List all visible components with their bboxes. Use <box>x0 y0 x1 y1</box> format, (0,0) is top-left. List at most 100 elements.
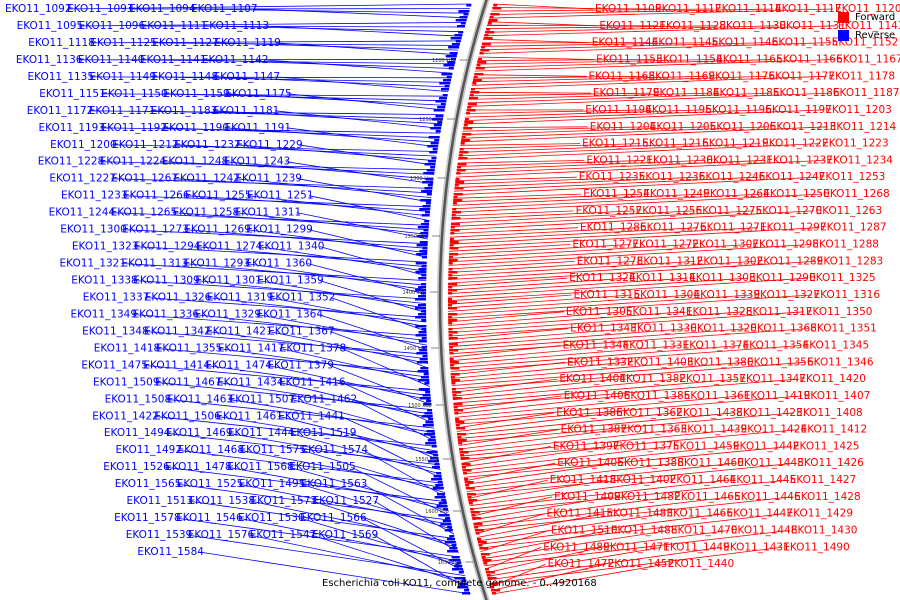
forward-gene-label[interactable]: EKO11_1375 <box>613 440 680 452</box>
reverse-gene-label[interactable]: EKO11_1441 <box>278 410 345 422</box>
reverse-gene-label[interactable]: EKO11_1094 <box>129 3 196 15</box>
forward-gene-label[interactable]: EKO11_1324 <box>569 272 636 284</box>
reverse-gene-label[interactable]: EKO11_1255 <box>185 190 252 202</box>
forward-gene-label[interactable]: EKO11_1307 <box>692 239 759 251</box>
forward-gene-label[interactable]: EKO11_1330 <box>630 323 697 335</box>
forward-gene-label[interactable]: EKO11_1440 <box>668 558 735 570</box>
forward-gene-label[interactable]: EKO11_1408 <box>796 407 863 419</box>
forward-gene-label[interactable]: EKO11_1250 <box>763 188 830 200</box>
reverse-gene-label[interactable]: EKO11_1506 <box>154 410 221 422</box>
reverse-gene-label[interactable]: EKO11_1150 <box>101 88 168 100</box>
reverse-gene-label[interactable]: EKO11_1273 <box>122 224 189 236</box>
reverse-gene-label[interactable]: EKO11_1546 <box>176 512 243 524</box>
forward-gene-label[interactable]: EKO11_1249 <box>643 188 710 200</box>
reverse-gene-label[interactable]: EKO11_1171 <box>89 105 156 117</box>
reverse-gene-label[interactable]: EKO11_1513 <box>127 495 194 507</box>
forward-gene-label[interactable]: EKO11_1195 <box>645 104 712 116</box>
reverse-gene-label[interactable]: EKO11_1349 <box>71 309 138 321</box>
reverse-gene-label[interactable]: EKO11_1119 <box>214 37 281 49</box>
forward-gene-label[interactable]: EKO11_1356 <box>747 356 814 368</box>
forward-gene-label[interactable]: EKO11_1361 <box>684 390 751 402</box>
forward-gene-label[interactable]: EKO11_1351 <box>810 323 877 335</box>
reverse-gene-label[interactable]: EKO11_1359 <box>257 275 324 287</box>
reverse-gene-label[interactable]: EKO11_1113 <box>203 20 270 32</box>
forward-gene-label[interactable]: EKO11_1317 <box>746 306 813 318</box>
forward-gene-label[interactable]: EKO11_1216 <box>642 138 709 150</box>
forward-gene-label[interactable]: EKO11_1341 <box>626 306 693 318</box>
forward-gene-label[interactable]: EKO11_1362 <box>616 407 683 419</box>
reverse-gene-label[interactable]: EKO11_1300 <box>60 224 127 236</box>
forward-gene-label[interactable]: EKO11_1187 <box>833 87 900 99</box>
reverse-gene-label[interactable]: EKO11_1224 <box>100 156 167 168</box>
forward-gene-label[interactable]: EKO11_1297 <box>760 222 827 234</box>
forward-gene-label[interactable]: EKO11_1343 <box>570 323 637 335</box>
forward-gene-label[interactable]: EKO11_1405 <box>557 457 624 469</box>
reverse-gene-label[interactable]: EKO11_1519 <box>290 427 357 439</box>
forward-gene-label[interactable]: EKO11_1347 <box>739 373 806 385</box>
forward-gene-label[interactable]: EKO11_1145 <box>652 37 719 49</box>
forward-gene-label[interactable]: EKO11_1429 <box>787 508 854 520</box>
reverse-gene-label[interactable]: EKO11_1539 <box>126 529 193 541</box>
forward-gene-label[interactable]: EKO11_1442 <box>733 440 800 452</box>
forward-gene-label[interactable]: EKO11_1339 <box>694 289 761 301</box>
forward-gene-label[interactable]: EKO11_1332 <box>567 356 634 368</box>
forward-gene-label[interactable]: EKO11_1185 <box>713 87 780 99</box>
forward-gene-label[interactable]: EKO11_1464 <box>670 474 737 486</box>
forward-gene-label[interactable]: EKO11_1247 <box>759 171 826 183</box>
reverse-gene-label[interactable]: EKO11_1266 <box>123 190 190 202</box>
forward-gene-label[interactable]: EKO11_1344 <box>563 340 630 352</box>
forward-gene-label[interactable]: EKO11_1312 <box>637 255 704 267</box>
reverse-gene-label[interactable]: EKO11_1265 <box>111 207 178 219</box>
forward-gene-label[interactable]: EKO11_1363 <box>621 424 688 436</box>
forward-gene-label[interactable]: EKO11_1443 <box>737 457 804 469</box>
forward-gene-label[interactable]: EKO11_1230 <box>646 154 713 166</box>
reverse-gene-label[interactable]: EKO11_1212 <box>112 139 179 151</box>
forward-gene-label[interactable]: EKO11_1315 <box>574 289 641 301</box>
forward-gene-label[interactable]: EKO11_1264 <box>703 188 770 200</box>
reverse-gene-label[interactable]: EKO11_1258 <box>173 207 240 219</box>
forward-gene-label[interactable]: EKO11_1231 <box>706 154 773 166</box>
forward-gene-label[interactable]: EKO11_1197 <box>765 104 832 116</box>
forward-gene-label[interactable]: EKO11_1176 <box>709 70 776 82</box>
reverse-gene-label[interactable]: EKO11_1175 <box>225 88 292 100</box>
reverse-gene-label[interactable]: EKO11_1147 <box>214 71 281 83</box>
reverse-gene-label[interactable]: EKO11_1418 <box>94 342 161 354</box>
reverse-gene-label[interactable]: EKO11_1118 <box>28 37 95 49</box>
forward-gene-label[interactable]: EKO11_1117 <box>775 3 842 15</box>
forward-gene-label[interactable]: EKO11_1165 <box>716 54 783 66</box>
forward-gene-label[interactable]: EKO11_1168 <box>589 70 656 82</box>
reverse-gene-label[interactable]: EKO11_1181 <box>213 105 280 117</box>
forward-gene-label[interactable]: EKO11_1184 <box>653 87 720 99</box>
reverse-gene-label[interactable]: EKO11_1125 <box>90 37 157 49</box>
reverse-gene-label[interactable]: EKO11_1193 <box>39 122 106 134</box>
forward-gene-label[interactable]: EKO11_1167 <box>836 54 900 66</box>
reverse-gene-label[interactable]: EKO11_1244 <box>49 207 116 219</box>
reverse-gene-label[interactable]: EKO11_1149 <box>90 71 157 83</box>
forward-gene-label[interactable]: EKO11_1388 <box>617 457 684 469</box>
forward-gene-label[interactable]: EKO11_1489 <box>543 541 610 553</box>
reverse-gene-label[interactable]: EKO11_1421 <box>206 325 273 337</box>
reverse-gene-label[interactable]: EKO11_1505 <box>289 461 356 473</box>
reverse-gene-label[interactable]: EKO11_1301 <box>195 275 262 287</box>
reverse-gene-label[interactable]: EKO11_1111 <box>141 20 208 32</box>
reverse-gene-label[interactable]: EKO11_1140 <box>78 54 145 66</box>
forward-gene-label[interactable]: EKO11_1155 <box>772 37 839 49</box>
reverse-gene-label[interactable]: EKO11_1228 <box>38 156 105 168</box>
forward-gene-label[interactable]: EKO11_1419 <box>744 390 811 402</box>
forward-gene-label[interactable]: EKO11_1409 <box>554 491 621 503</box>
forward-gene-label[interactable]: EKO11_1428 <box>794 491 861 503</box>
forward-gene-label[interactable]: EKO11_1448 <box>731 525 798 537</box>
forward-gene-label[interactable]: EKO11_1430 <box>791 525 858 537</box>
forward-gene-label[interactable]: EKO11_1257 <box>576 205 643 217</box>
forward-gene-label[interactable]: EKO11_1403 <box>627 356 694 368</box>
forward-gene-label[interactable]: EKO11_1254 <box>583 188 650 200</box>
forward-gene-label[interactable]: EKO11_1402 <box>610 474 677 486</box>
reverse-gene-label[interactable]: EKO11_1172 <box>27 105 94 117</box>
forward-gene-label[interactable]: EKO11_1385 <box>624 390 691 402</box>
forward-gene-label[interactable]: EKO11_1143 <box>838 20 900 32</box>
reverse-gene-label[interactable]: EKO11_1299 <box>246 224 313 236</box>
forward-gene-label[interactable]: EKO11_1345 <box>803 340 870 352</box>
forward-gene-label[interactable]: EKO11_1423 <box>736 407 803 419</box>
reverse-gene-label[interactable]: EKO11_1547 <box>250 529 317 541</box>
reverse-gene-label[interactable]: EKO11_1364 <box>257 309 324 321</box>
